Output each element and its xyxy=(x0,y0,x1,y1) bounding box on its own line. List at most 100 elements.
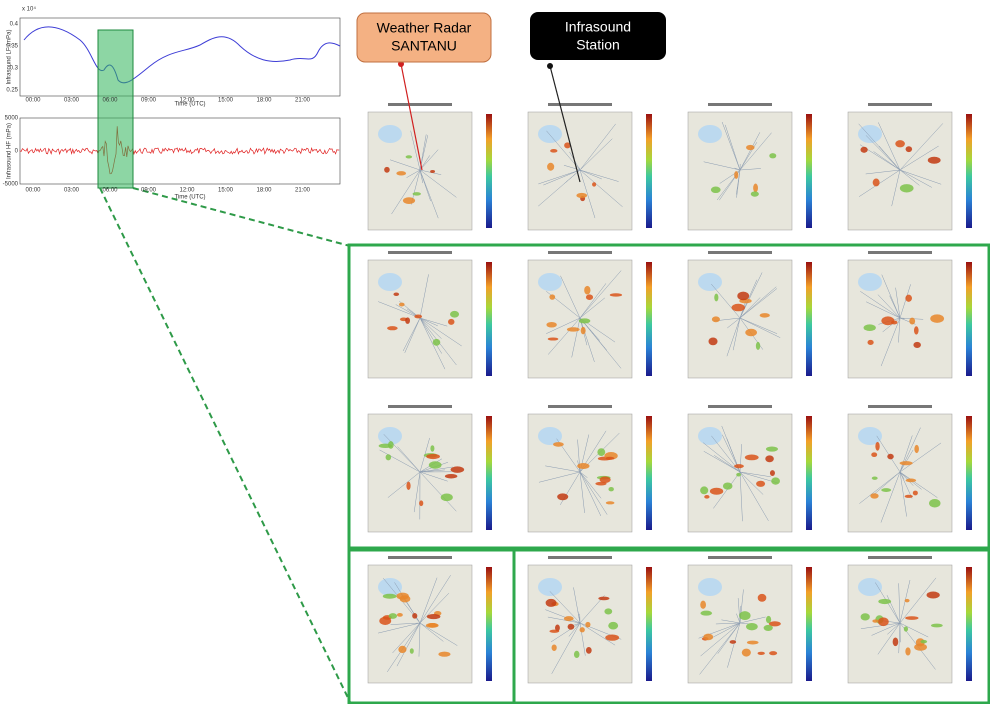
echo xyxy=(906,146,913,152)
echo xyxy=(405,317,410,324)
lake xyxy=(698,578,722,596)
echo xyxy=(384,167,390,173)
echo xyxy=(895,140,905,147)
x-tick-label: 03:00 xyxy=(64,98,80,104)
echo xyxy=(891,321,897,325)
echo xyxy=(427,614,441,619)
y-tick-label: 0.4 xyxy=(10,22,19,28)
echo xyxy=(546,599,557,607)
lake xyxy=(858,125,882,143)
echo xyxy=(606,457,615,460)
echo xyxy=(909,318,915,325)
colorbar xyxy=(486,262,492,376)
echo xyxy=(766,616,771,623)
echo xyxy=(904,626,908,631)
echo xyxy=(920,640,927,644)
echo xyxy=(547,163,554,171)
echo xyxy=(546,322,556,328)
x-tick-label: 03:00 xyxy=(64,188,80,194)
x-tick-label: 06:00 xyxy=(102,188,118,194)
lake xyxy=(378,125,402,143)
lake xyxy=(858,578,882,596)
echo xyxy=(758,652,765,655)
echo xyxy=(576,193,587,198)
echo xyxy=(606,501,615,504)
echo xyxy=(760,313,770,318)
x-tick-label: 18:00 xyxy=(256,98,272,104)
echo xyxy=(708,337,717,345)
radar-panels xyxy=(368,103,972,683)
lake xyxy=(378,578,402,596)
echo xyxy=(549,630,559,633)
exponent-label: x 10⁴ xyxy=(22,6,36,13)
echo xyxy=(746,623,758,630)
echo xyxy=(598,597,609,601)
echo xyxy=(734,464,744,468)
echo xyxy=(771,477,780,484)
x-tick-label: 09:00 xyxy=(141,98,157,104)
echo xyxy=(927,592,940,599)
echo xyxy=(412,613,417,619)
echo xyxy=(913,342,920,348)
echo xyxy=(756,481,765,487)
echo xyxy=(900,461,913,465)
echo xyxy=(905,495,913,498)
echo xyxy=(430,445,434,451)
echo xyxy=(871,452,877,457)
echo xyxy=(451,466,465,472)
echo xyxy=(550,149,557,153)
map-title xyxy=(708,103,772,106)
colorbar xyxy=(486,416,492,530)
echo xyxy=(745,329,757,336)
echo xyxy=(730,640,737,644)
echo xyxy=(769,651,777,655)
echo xyxy=(872,619,878,622)
echo xyxy=(433,339,441,346)
echo xyxy=(592,182,596,186)
echo xyxy=(597,448,605,456)
x-tick-label: 12:00 xyxy=(179,98,195,104)
x-tick-label: 15:00 xyxy=(218,188,234,194)
echo xyxy=(878,617,889,626)
echo xyxy=(585,622,590,628)
echo xyxy=(397,613,403,617)
y-tick-label: -5000 xyxy=(3,182,19,188)
lake xyxy=(538,125,562,143)
echo xyxy=(905,599,910,602)
echo xyxy=(605,635,619,641)
echo xyxy=(766,446,778,451)
lake xyxy=(698,125,722,143)
echo xyxy=(930,314,944,322)
echo xyxy=(875,442,879,451)
echo xyxy=(413,192,421,196)
map-title xyxy=(708,405,772,408)
echo xyxy=(396,171,406,175)
colorbar xyxy=(966,416,972,530)
echo xyxy=(580,627,585,632)
echo xyxy=(393,292,399,296)
echo xyxy=(756,342,760,350)
echo xyxy=(881,488,891,492)
map-title xyxy=(868,556,932,559)
echo xyxy=(873,179,880,187)
echo xyxy=(914,445,919,453)
echo xyxy=(700,601,706,609)
map-title xyxy=(388,251,452,254)
lake xyxy=(538,578,562,596)
x-tick-label: 18:00 xyxy=(256,188,272,194)
y-axis-label: Infrasound LF (mPa) xyxy=(7,29,13,84)
map-title xyxy=(388,405,452,408)
echo xyxy=(737,292,749,301)
echo xyxy=(900,184,914,192)
echo xyxy=(703,634,713,641)
echo xyxy=(548,337,559,340)
y-tick-label: 0 xyxy=(15,149,19,155)
lf-axes xyxy=(20,18,340,96)
callout-text: Infrasound xyxy=(565,19,631,35)
callout-text: SANTANU xyxy=(391,38,457,54)
colorbar xyxy=(806,262,812,376)
echo xyxy=(389,613,397,619)
map-title xyxy=(388,556,452,559)
colorbar xyxy=(966,567,972,681)
x-tick-label: 00:00 xyxy=(25,98,41,104)
